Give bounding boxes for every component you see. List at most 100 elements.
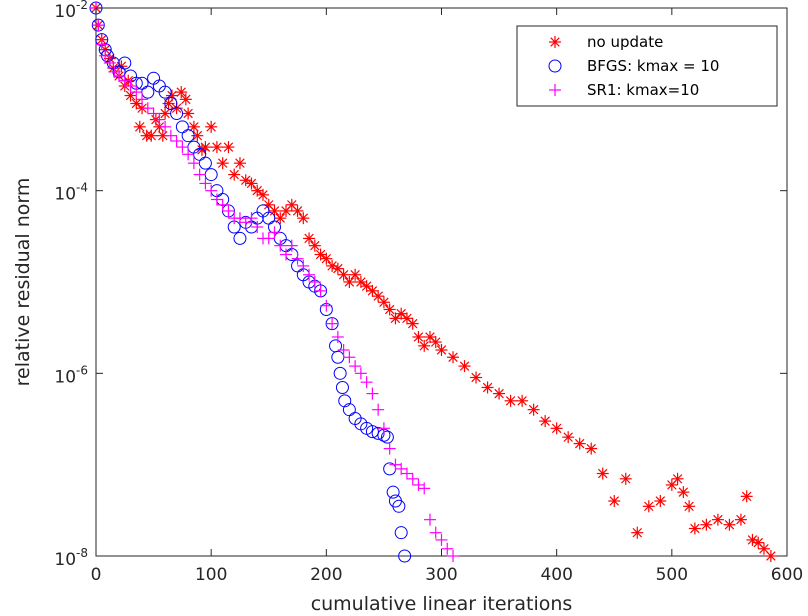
- data-point: [182, 148, 195, 161]
- legend-label: BFGS: kmax = 10: [587, 57, 719, 75]
- data-point: [326, 317, 339, 330]
- data-point: [130, 86, 143, 99]
- x-tick-label: 600: [771, 565, 803, 585]
- x-tick-label: 300: [425, 565, 457, 585]
- data-point: [147, 107, 160, 120]
- data-point: [145, 129, 158, 142]
- data-point: [395, 462, 408, 475]
- data-point: [170, 134, 183, 147]
- data-point: [280, 248, 293, 261]
- data-point: [596, 467, 609, 480]
- x-tick-label: 500: [656, 565, 688, 585]
- data-point: [354, 276, 367, 288]
- data-point: [377, 296, 390, 309]
- data-point: [262, 232, 275, 245]
- y-tick-label: 10-8: [54, 546, 88, 570]
- data-point: [619, 472, 632, 485]
- x-tick-label: 400: [540, 565, 572, 585]
- data-point: [297, 212, 310, 225]
- data-point: [228, 168, 241, 181]
- data-point: [314, 284, 327, 297]
- data-point: [435, 533, 448, 546]
- data-point: [216, 198, 229, 211]
- legend-entries: no update BFGS: kmax = 10 SR1: kmax=10: [548, 33, 719, 99]
- data-point: [210, 193, 223, 206]
- data-point: [398, 549, 412, 563]
- data-point: [179, 93, 192, 106]
- data-point: [447, 351, 460, 364]
- data-point: [164, 97, 178, 111]
- data-point: [734, 513, 747, 526]
- data-point: [740, 490, 753, 503]
- data-point: [406, 317, 419, 330]
- data-point: [136, 93, 149, 106]
- legend-label: no update: [587, 33, 663, 51]
- data-point: [562, 431, 575, 444]
- data-point: [308, 276, 321, 288]
- data-point: [181, 129, 195, 143]
- data-point: [333, 366, 347, 380]
- data-point: [176, 141, 189, 154]
- data-point: [757, 542, 770, 555]
- data-point: [435, 344, 448, 357]
- data-point: [470, 371, 483, 384]
- data-point: [187, 120, 200, 133]
- data-point: [654, 495, 667, 508]
- data-point: [285, 239, 298, 252]
- data-point: [337, 268, 350, 281]
- data-point: [677, 486, 690, 499]
- data-point: [458, 360, 471, 373]
- legend: no update BFGS: kmax = 10 SR1: kmax=10: [516, 25, 778, 107]
- data-point: [303, 232, 316, 245]
- data-point: [335, 380, 349, 394]
- data-point: [331, 330, 344, 343]
- data-point: [320, 252, 333, 265]
- x-tick-label: 0: [91, 565, 102, 585]
- data-point: [389, 312, 402, 325]
- data-point: [447, 550, 460, 562]
- data-point: [222, 204, 235, 217]
- data-point: [170, 102, 183, 115]
- data-point: [711, 513, 724, 526]
- data-point: [338, 394, 352, 408]
- data-point: [182, 107, 195, 120]
- data-point: [205, 120, 218, 133]
- data-point: [343, 351, 356, 364]
- data-point: [493, 387, 506, 400]
- data-point: [360, 376, 373, 389]
- data-point: [366, 387, 379, 400]
- data-point: [383, 303, 396, 316]
- data-point: [354, 367, 367, 380]
- data-point: [291, 204, 304, 217]
- data-point: [95, 38, 108, 51]
- data-point: [141, 102, 154, 115]
- data-point: [166, 89, 179, 102]
- data-point: [412, 330, 425, 343]
- data-point: [92, 19, 105, 32]
- data-point: [386, 485, 400, 499]
- data-point: [764, 550, 777, 562]
- data-point: [222, 141, 235, 154]
- data-point: [133, 120, 146, 133]
- data-point: [158, 85, 172, 99]
- data-point: [210, 141, 223, 154]
- y-tick-label: 10-6: [54, 363, 88, 387]
- data-point: [723, 518, 736, 531]
- data-point: [429, 526, 442, 539]
- data-point: [297, 259, 310, 272]
- data-point: [199, 177, 212, 190]
- legend-marker: [548, 59, 562, 73]
- data-point: [216, 157, 229, 170]
- legend-label: SR1: kmax=10: [587, 81, 699, 99]
- data-point: [441, 542, 454, 555]
- data-point: [205, 184, 218, 197]
- series-0: [90, 2, 777, 562]
- data-point: [187, 157, 200, 170]
- data-point: [164, 129, 177, 142]
- data-point: [372, 403, 385, 416]
- data-point: [631, 526, 644, 539]
- data-point: [418, 339, 431, 352]
- data-point: [573, 437, 586, 450]
- data-point: [665, 478, 678, 491]
